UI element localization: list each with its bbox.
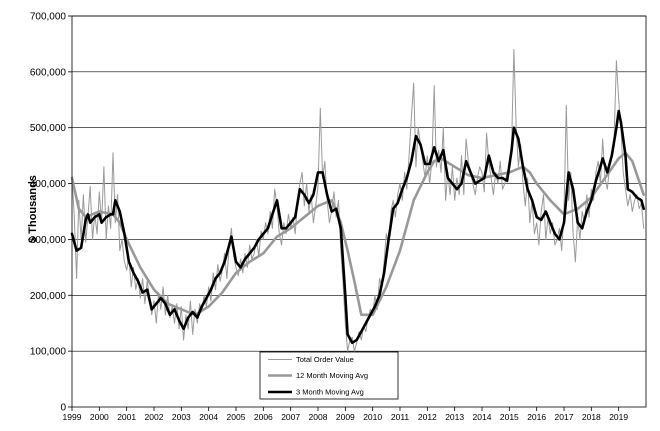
legend: Total Order Value 12 Month Moving Avg 3 …	[259, 351, 399, 400]
x-tick-label: 2018	[582, 412, 601, 422]
x-tick-label: 2016	[527, 412, 546, 422]
x-tick-label: 2004	[199, 412, 218, 422]
x-tick-label: 1999	[63, 412, 82, 422]
series-total-order-value	[71, 49, 645, 352]
y-tick-label: 0	[60, 403, 66, 414]
legend-label-avg12: 12 Month Moving Avg	[296, 371, 368, 380]
x-tick-label: 2017	[555, 412, 574, 422]
x-tick-label: 2013	[445, 412, 464, 422]
plot-frame	[71, 15, 647, 408]
legend-label-total: Total Order Value	[296, 355, 354, 364]
y-tick-label: 700,000	[30, 12, 67, 23]
x-tick-label: 2007	[281, 412, 300, 422]
x-tick-label: 2001	[117, 412, 136, 422]
y-tick-label: 500,000	[30, 123, 67, 134]
series-3-month-moving-avg	[70, 109, 645, 345]
y-tick-label: 600,000	[30, 67, 67, 78]
x-tick-label: 2011	[391, 412, 410, 422]
x-tick-label: 2000	[90, 412, 109, 422]
y-axis-label: $ Thousands	[27, 175, 39, 243]
x-tick-label: 2012	[418, 412, 437, 422]
axis-layer: 0 100,000 200,000 300,000 400,000 500,000 600,…	[30, 12, 647, 422]
x-tick-label: 2006	[254, 412, 273, 422]
x-tick-label: 2019	[609, 412, 628, 422]
series-12-month-moving-avg	[70, 151, 645, 317]
x-tick-label: 2005	[227, 412, 246, 422]
y-tick-label: 100,000	[30, 347, 67, 358]
legend-label-avg3: 3 Month Moving Avg	[296, 388, 364, 397]
x-tick-label: 2015	[500, 412, 519, 422]
x-tick-label: 2014	[473, 412, 492, 422]
series-layer	[70, 49, 645, 352]
y-tick-label: 400,000	[30, 179, 67, 190]
x-tick-label: 2003	[172, 412, 191, 422]
x-tick-label: 2009	[336, 412, 355, 422]
y-tick-label: 300,000	[30, 235, 67, 246]
y-tick-label: 200,000	[30, 291, 67, 302]
x-tick-label: 2010	[363, 412, 382, 422]
x-tick-label: 2008	[309, 412, 328, 422]
x-tick-label: 2002	[145, 412, 164, 422]
